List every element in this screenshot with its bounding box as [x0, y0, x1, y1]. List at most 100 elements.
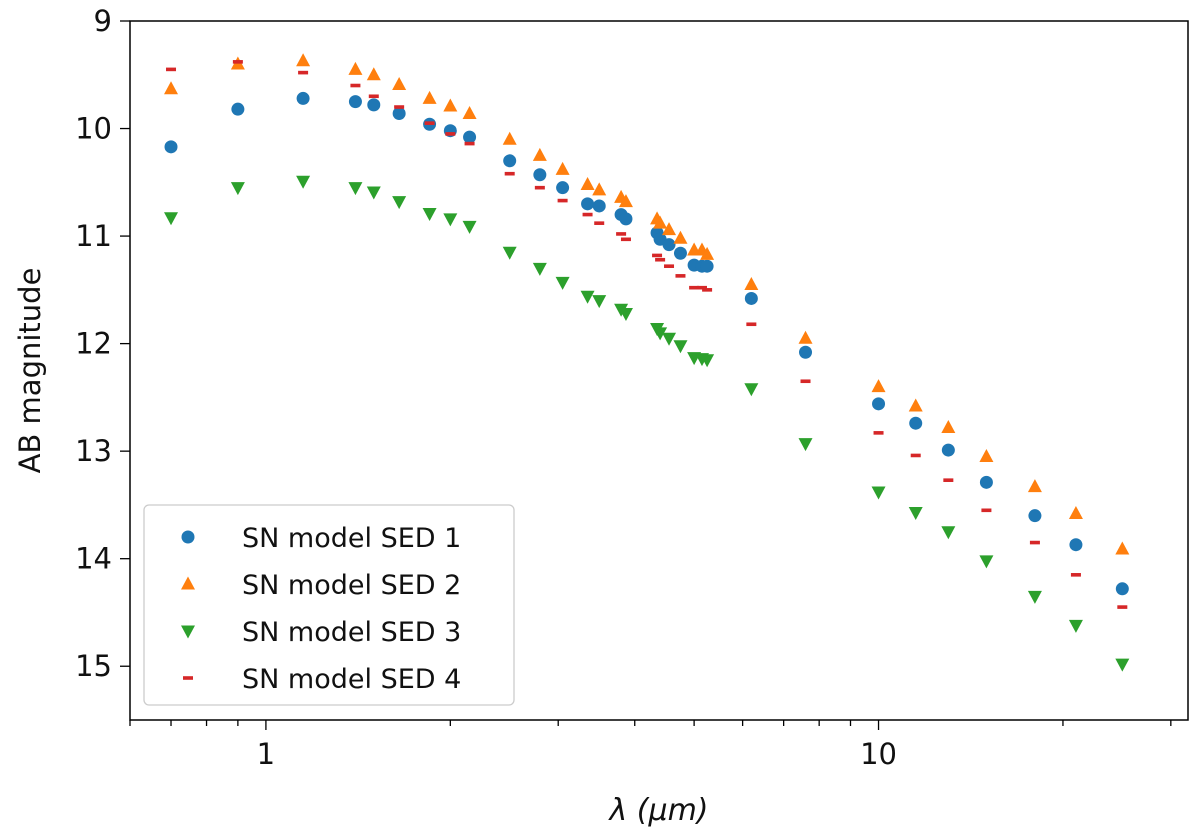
series-layer [164, 53, 1130, 672]
series-1-point [581, 197, 595, 211]
legend-label-3: SN model SED 3 [242, 617, 461, 648]
series-1-point [348, 95, 362, 109]
series-4-point [1029, 540, 1040, 545]
series-4-point [394, 105, 405, 109]
series-4-point [166, 67, 177, 72]
series-3-point [422, 207, 437, 221]
series-3-point [979, 555, 994, 569]
series-2-point [673, 230, 688, 244]
series-3-point [348, 182, 363, 196]
legend-marker-4 [183, 676, 193, 680]
series-4-point [534, 185, 545, 190]
series-3-point [230, 182, 245, 196]
series-3-point [1068, 619, 1083, 633]
series-3-point [618, 308, 633, 322]
series-2-point [366, 67, 381, 81]
y-tick-label: 12 [75, 327, 112, 361]
series-3-point [366, 186, 381, 200]
y-tick-label: 15 [75, 649, 112, 683]
series-1-point [231, 102, 245, 116]
series-1-point [296, 91, 310, 105]
series-3-point [1027, 590, 1042, 604]
series-1-point [673, 246, 687, 260]
x-axis-title: λ (μm) [607, 793, 708, 828]
series-3-point [653, 327, 668, 341]
legend-label-4: SN model SED 4 [242, 664, 461, 695]
series-2-point [744, 276, 759, 290]
legend-box [143, 504, 515, 706]
series-3-point [532, 262, 547, 276]
series-2-point [348, 61, 363, 75]
x-axis: 1 10 [129, 720, 1172, 771]
legend-marker-2 [181, 576, 195, 590]
series-4-point [350, 83, 361, 88]
series-3-point [744, 383, 759, 397]
series-3-point [555, 276, 570, 290]
series-4-point [445, 132, 456, 136]
series-2-point [532, 147, 547, 161]
series-4-point [981, 508, 992, 513]
series-1-point [463, 130, 477, 144]
series-4-point [702, 288, 713, 292]
series-2-point [700, 246, 715, 260]
series-4-point [616, 232, 627, 236]
series-3-point [662, 332, 677, 346]
series-2-point [164, 81, 179, 95]
series-2-point [871, 379, 886, 393]
series-4-point [504, 171, 515, 176]
series-3-point [592, 295, 607, 309]
series-2-point [1068, 506, 1083, 520]
y-tick-label: 11 [75, 219, 112, 253]
y-tick-label: 10 [75, 112, 112, 146]
series-1-point [799, 345, 813, 359]
series-2-point [798, 330, 813, 344]
series-4-point [232, 60, 243, 64]
series-3 [164, 175, 1130, 672]
series-1-point [1028, 509, 1042, 523]
series-4-point [655, 257, 666, 262]
series-1-point [744, 291, 758, 305]
series-1-point [367, 98, 381, 112]
series-2-point [618, 194, 633, 208]
series-2-point [392, 76, 407, 90]
series-1-point [909, 416, 923, 430]
plot-area [129, 20, 1189, 721]
series-2-point [979, 449, 994, 463]
series-1-point [1069, 538, 1083, 552]
series-3-point [296, 175, 311, 189]
legend-marker-3 [181, 625, 195, 639]
legend-marker-1 [181, 530, 195, 544]
series-3-point [164, 212, 179, 226]
series-2-point [555, 161, 570, 175]
series-4-point [675, 274, 686, 278]
series-4-point [1117, 605, 1128, 609]
plot-frame [129, 20, 1189, 721]
series-4-point [582, 212, 593, 217]
y-tick-label: 13 [75, 434, 112, 468]
x-tick-label: 1 [257, 737, 275, 771]
series-2-point [580, 176, 595, 190]
series-4-point [664, 264, 675, 268]
series-3-point [941, 526, 956, 540]
y-tick-label: 9 [94, 4, 112, 38]
series-3-point [798, 438, 813, 452]
series-1-point [392, 106, 406, 120]
series-2-point [462, 105, 477, 119]
series-4-point [557, 198, 568, 203]
series-4-point [1070, 573, 1081, 577]
series-4 [166, 60, 1128, 609]
series-2-point [653, 215, 668, 229]
series-1-point [872, 397, 886, 411]
legend-label-1: SN model SED 1 [242, 523, 461, 554]
series-3-point [443, 213, 458, 227]
series-3-point [871, 486, 886, 500]
legend: SN model SED 1 SN model SED 2 SN model SED… [143, 504, 515, 706]
x-tick-label: 10 [860, 737, 897, 771]
series-4-point [298, 70, 309, 75]
series-4-point [696, 285, 707, 290]
series-4-point [594, 221, 605, 225]
series-4-point [424, 121, 435, 125]
series-2-point [1115, 541, 1130, 555]
series-3-point [673, 340, 688, 354]
series-4-point [873, 431, 884, 435]
